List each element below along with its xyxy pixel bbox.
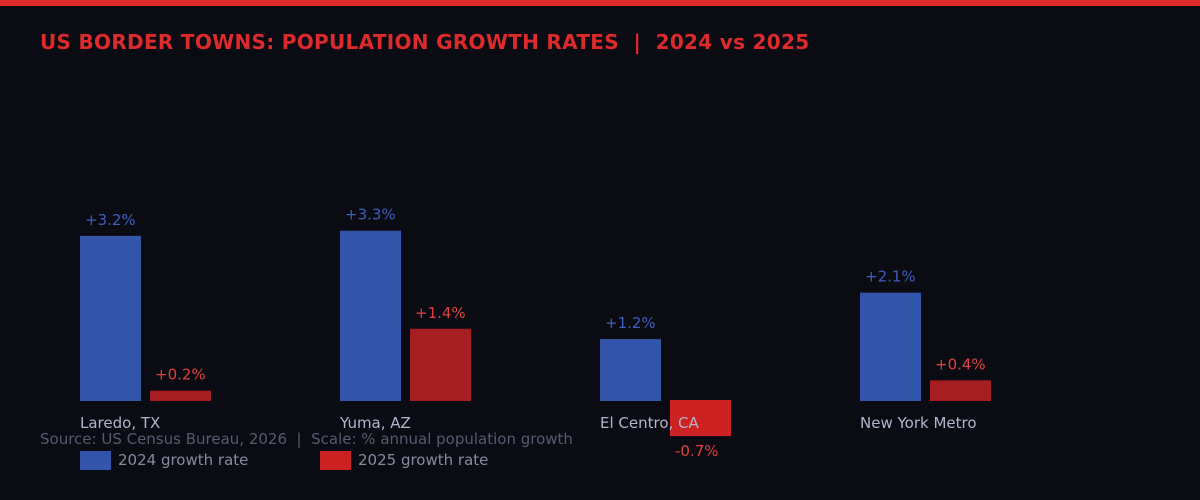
data-label: +2.1% bbox=[865, 268, 916, 286]
bar-2025-1 bbox=[410, 328, 471, 401]
bar-2025-0 bbox=[150, 390, 211, 401]
category-label: Laredo, TX bbox=[80, 414, 160, 432]
bar-2024-0 bbox=[80, 235, 141, 401]
category-label: New York Metro bbox=[860, 414, 977, 432]
data-label: -0.7% bbox=[675, 442, 719, 460]
data-label: +0.4% bbox=[935, 355, 986, 373]
category-label: Yuma, AZ bbox=[339, 414, 411, 432]
bar-2024-2 bbox=[600, 339, 661, 401]
bar-2024-3 bbox=[860, 292, 921, 401]
legend-label-2025: 2025 growth rate bbox=[358, 451, 489, 469]
legend-label-2024: 2024 growth rate bbox=[118, 451, 249, 469]
data-label: +1.2% bbox=[605, 314, 656, 332]
chart-title: US BORDER TOWNS: POPULATION GROWTH RATES… bbox=[40, 30, 810, 54]
legend-item-2025: 2025 growth rate bbox=[320, 450, 488, 470]
bar-2025-2 bbox=[670, 400, 731, 437]
bar-2024-1 bbox=[340, 230, 401, 401]
legend-item-2024: 2024 growth rate bbox=[80, 450, 248, 470]
data-label: +3.2% bbox=[85, 211, 136, 229]
legend-swatch-2025 bbox=[320, 450, 351, 470]
source-note: Source: US Census Bureau, 2026 | Scale: … bbox=[40, 430, 573, 448]
bar-2025-3 bbox=[930, 380, 991, 401]
data-label: +3.3% bbox=[345, 206, 396, 224]
legend-swatch-2024 bbox=[80, 450, 111, 470]
top-accent-bar bbox=[0, 0, 1200, 6]
data-label: +0.2% bbox=[155, 366, 206, 384]
category-label: El Centro, CA bbox=[600, 414, 700, 432]
data-label: +1.4% bbox=[415, 304, 466, 322]
